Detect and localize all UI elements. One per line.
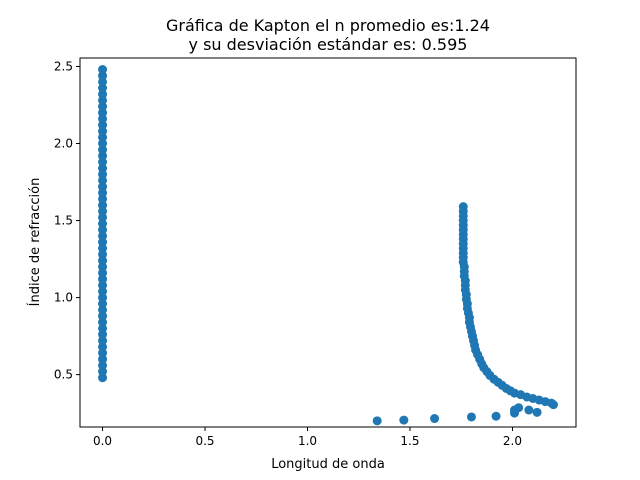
data-point xyxy=(98,354,108,364)
data-point xyxy=(98,299,108,309)
data-point xyxy=(98,132,108,142)
data-point xyxy=(98,274,108,284)
data-point xyxy=(98,231,108,241)
data-point xyxy=(98,169,108,179)
data-point xyxy=(98,114,108,124)
y-tick-label: 0.5 xyxy=(54,368,73,382)
data-point xyxy=(98,348,108,358)
data-point xyxy=(98,293,108,303)
chart-title-line-1: Gráfica de Kapton el n promedio es:1.24 xyxy=(166,16,490,35)
data-point xyxy=(98,200,108,210)
y-tick-label: 2.5 xyxy=(54,59,73,73)
x-axis-ticks: 0.0 0.5 1.0 1.5 2.0 xyxy=(93,427,522,448)
data-point xyxy=(98,151,108,161)
data-point xyxy=(98,182,108,192)
data-point xyxy=(98,249,108,259)
y-axis-ticks: 0.5 1.0 1.5 2.0 2.5 xyxy=(54,59,80,382)
data-point xyxy=(98,108,108,118)
data-point xyxy=(524,405,534,415)
data-point xyxy=(98,77,108,87)
data-point xyxy=(98,120,108,130)
x-tick-label: 2.0 xyxy=(503,434,522,448)
data-point xyxy=(98,311,108,321)
data-points xyxy=(98,65,558,426)
data-point xyxy=(98,83,108,93)
data-point xyxy=(399,415,409,425)
data-point xyxy=(98,243,108,253)
x-tick-label: 0.0 xyxy=(93,434,112,448)
data-point xyxy=(98,102,108,112)
data-point xyxy=(98,336,108,346)
data-point xyxy=(98,262,108,272)
data-point xyxy=(98,163,108,173)
data-point xyxy=(98,65,108,75)
data-point xyxy=(98,330,108,340)
data-point xyxy=(98,367,108,377)
x-tick-label: 1.0 xyxy=(298,434,317,448)
data-point xyxy=(430,414,440,424)
data-point xyxy=(532,407,542,417)
data-point xyxy=(98,212,108,222)
data-point xyxy=(372,416,382,426)
y-tick-label: 2.0 xyxy=(54,137,73,151)
y-tick-label: 1.5 xyxy=(54,214,73,228)
data-point xyxy=(98,188,108,198)
data-point xyxy=(98,280,108,290)
data-point xyxy=(98,360,108,370)
data-point xyxy=(98,206,108,216)
data-point xyxy=(98,268,108,278)
data-point xyxy=(98,145,108,155)
data-point xyxy=(98,286,108,296)
data-point xyxy=(98,175,108,185)
data-point xyxy=(98,256,108,266)
data-point xyxy=(548,400,558,410)
chart-title-line-2: y su desviación estándar es: 0.595 xyxy=(189,35,468,54)
plot-frame xyxy=(79,57,577,428)
data-point xyxy=(514,403,524,413)
data-point xyxy=(98,139,108,149)
data-point xyxy=(98,126,108,136)
data-point xyxy=(466,412,476,422)
y-tick-label: 1.0 xyxy=(54,291,73,305)
x-axis-label: Longitud de onda xyxy=(271,457,385,472)
x-tick-label: 1.5 xyxy=(400,434,419,448)
data-point xyxy=(98,71,108,81)
data-point xyxy=(98,157,108,167)
y-axis-label: Índice de refracción xyxy=(27,178,43,307)
x-tick-label: 0.5 xyxy=(195,434,214,448)
data-point xyxy=(98,373,108,383)
data-point xyxy=(98,225,108,235)
data-point xyxy=(491,411,501,421)
data-point xyxy=(98,95,108,105)
data-point xyxy=(98,194,108,204)
data-point xyxy=(98,89,108,99)
data-point xyxy=(98,305,108,315)
data-point xyxy=(98,219,108,229)
data-point xyxy=(98,237,108,247)
data-point xyxy=(98,323,108,333)
data-point xyxy=(98,342,108,352)
data-point xyxy=(98,317,108,327)
